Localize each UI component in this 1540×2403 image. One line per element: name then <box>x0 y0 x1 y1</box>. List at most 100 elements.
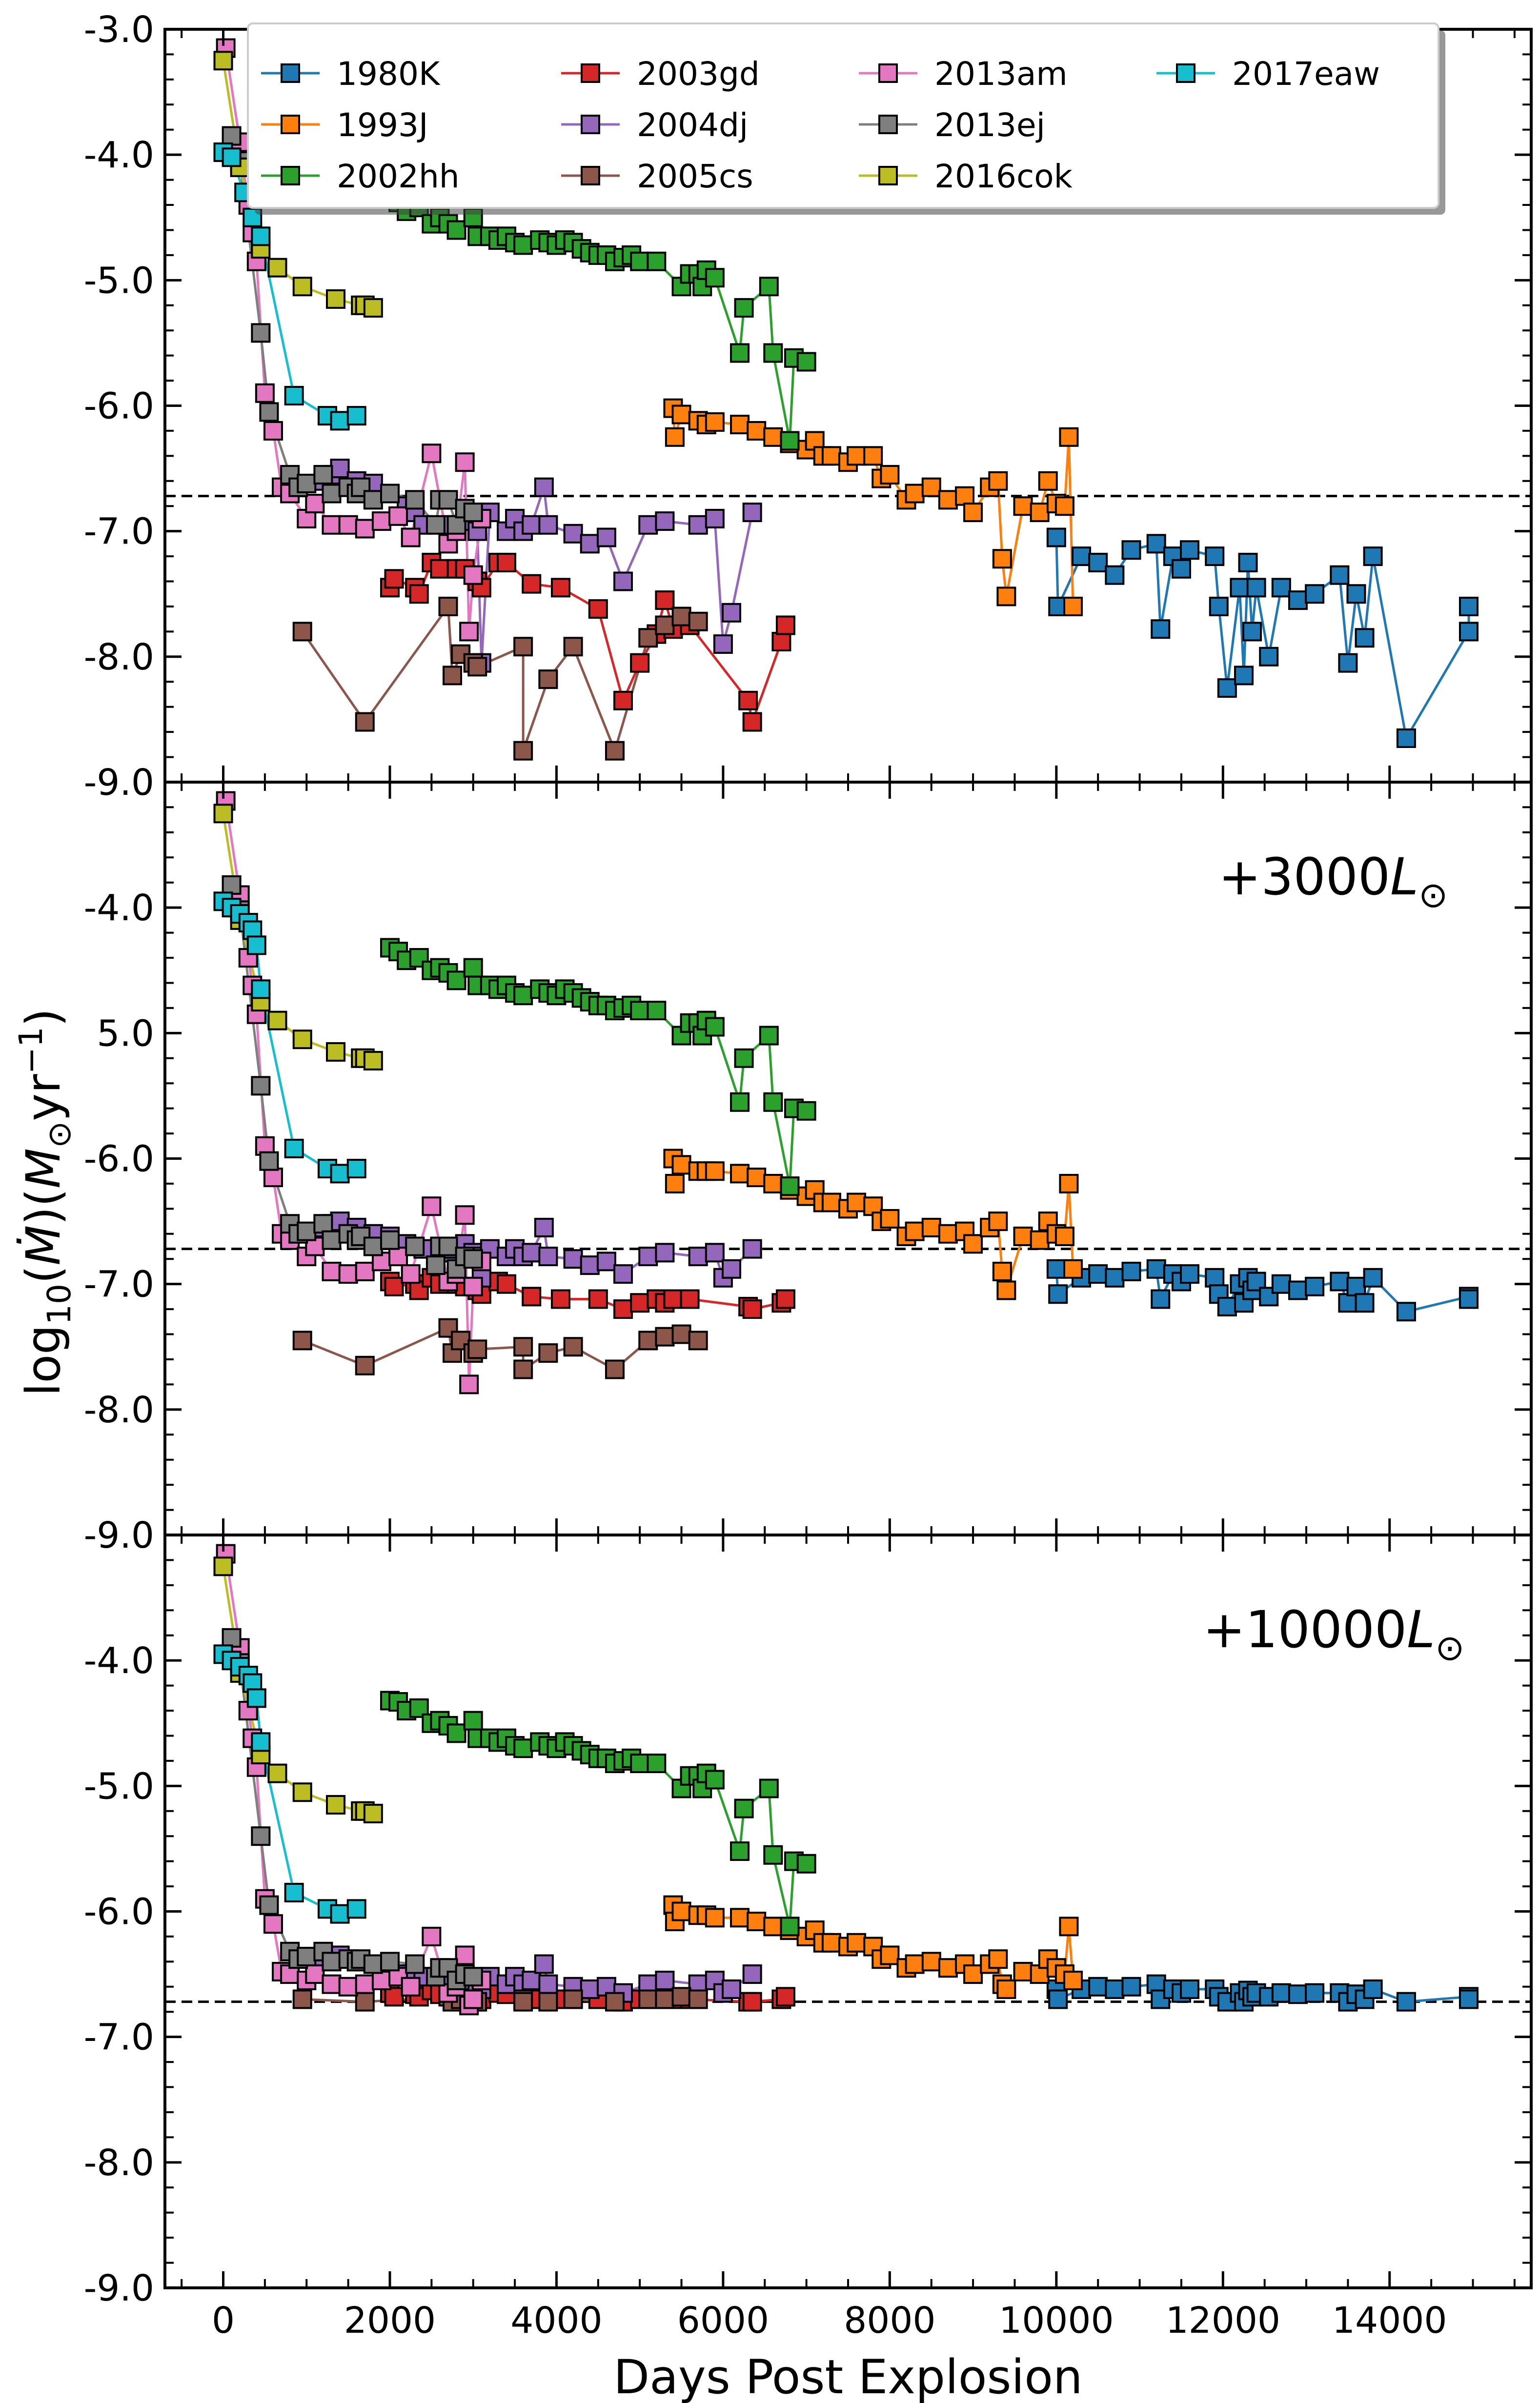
data-point-2013ej <box>463 1967 483 1987</box>
data-point-1980K <box>1171 559 1191 579</box>
data-point-2016cok <box>267 1763 287 1783</box>
data-point-2005cs <box>688 1331 708 1351</box>
series-line-2013am <box>224 1554 483 2009</box>
data-point-2004dj <box>742 1964 762 1984</box>
data-point-2005cs <box>671 606 691 626</box>
data-point-1993J <box>665 427 685 447</box>
data-point-2013am <box>463 1276 483 1296</box>
data-point-1980K <box>1151 1289 1171 1309</box>
data-point-1980K <box>1459 622 1479 642</box>
data-point-2004dj <box>613 1264 633 1284</box>
data-point-1980K <box>1396 728 1416 748</box>
annotation-value: +3000 <box>1218 847 1390 907</box>
data-point-2005cs <box>688 1989 708 2009</box>
data-point-2003gd <box>550 578 570 598</box>
data-point-1980K <box>1346 1276 1366 1296</box>
data-point-2005cs <box>443 666 463 686</box>
data-point-1993J <box>705 412 725 432</box>
data-point-2016cok <box>363 1050 383 1070</box>
data-point-2013ej <box>463 503 483 523</box>
data-point-1980K <box>1205 1268 1225 1288</box>
data-point-2003gd <box>384 569 404 589</box>
data-point-2013ej <box>363 490 383 510</box>
data-point-2005cs <box>355 712 375 732</box>
x-tick-label: 0 <box>212 2300 235 2342</box>
data-point-2003gd <box>742 1992 762 2012</box>
data-point-1993J <box>880 1945 900 1965</box>
data-point-2013am <box>455 1205 475 1225</box>
data-point-2002hh <box>734 1048 754 1068</box>
data-point-2004dj <box>534 1217 554 1237</box>
data-point-2004dj <box>705 1243 725 1263</box>
data-point-2005cs <box>638 1989 658 2009</box>
legend-label-2016cok: 2016cok <box>934 158 1073 195</box>
data-point-2002hh <box>630 1001 650 1021</box>
data-point-1993J <box>1063 596 1083 616</box>
data-point-2013ej <box>322 1230 342 1250</box>
ylabel-m: M <box>16 1148 71 1189</box>
legend-label-2013ej: 2013ej <box>934 106 1045 144</box>
data-point-2005cs <box>671 1324 691 1344</box>
data-point-1980K <box>1234 666 1254 686</box>
data-point-1980K <box>1180 1979 1199 1999</box>
data-point-2013am <box>355 1974 375 1994</box>
data-point-2013ej <box>405 1236 425 1256</box>
data-point-2004dj <box>688 1247 708 1267</box>
data-point-2005cs <box>292 1331 312 1351</box>
x-tick-label: 14000 <box>1332 2300 1447 2342</box>
data-point-1993J <box>747 1912 767 1932</box>
y-tick-label: -3.0 <box>84 9 154 51</box>
data-point-1980K <box>1459 1989 1479 2009</box>
data-point-2004dj <box>742 1239 762 1259</box>
data-point-2002hh <box>446 970 466 990</box>
y-tick-label: -5.0 <box>84 260 154 302</box>
data-point-2002hh <box>647 1754 667 1774</box>
data-point-2013ej <box>251 1076 271 1096</box>
data-point-1993J <box>705 1161 725 1181</box>
data-point-2017eaw <box>246 935 266 955</box>
data-point-1993J <box>955 486 975 506</box>
data-point-1980K <box>1305 1276 1325 1296</box>
data-point-2013am <box>322 515 342 535</box>
data-point-2004dj <box>522 1243 542 1263</box>
data-point-2013ej <box>405 1954 425 1974</box>
data-point-2013am <box>338 515 358 535</box>
data-point-2002hh <box>763 1092 783 1112</box>
data-point-2005cs <box>638 628 658 648</box>
data-point-2013ej <box>438 1236 458 1256</box>
data-point-2003gd <box>613 1299 633 1319</box>
luminosity-annotation: +3000L⊙ <box>1218 847 1448 915</box>
data-point-1980K <box>1459 596 1479 616</box>
data-point-1993J <box>1013 1226 1033 1246</box>
data-point-2004dj <box>713 634 733 654</box>
data-point-2004dj <box>721 603 741 623</box>
data-point-2002hh <box>734 1798 754 1818</box>
data-point-2002hh <box>513 1738 533 1758</box>
y-tick-label: -6.0 <box>84 1891 154 1933</box>
legend-marker-1993J <box>281 115 300 134</box>
data-point-2003gd <box>497 1274 516 1294</box>
data-point-1980K <box>1238 552 1258 572</box>
data-point-2013ej <box>313 1214 333 1234</box>
data-point-1980K <box>1459 1289 1479 1309</box>
data-point-2002hh <box>463 958 483 978</box>
data-point-1993J <box>938 1958 958 1978</box>
data-point-2003gd <box>613 690 633 710</box>
legend-label-2005cs: 2005cs <box>637 158 753 195</box>
data-point-1980K <box>1151 619 1171 639</box>
data-point-1993J <box>992 549 1012 569</box>
x-tick-label: 8000 <box>844 2300 935 2342</box>
x-tick-label: 6000 <box>677 2300 769 2342</box>
data-point-1980K <box>1180 1264 1199 1284</box>
data-point-1980K <box>1088 1977 1108 1997</box>
data-point-2013ej <box>251 1826 271 1846</box>
data-point-2005cs <box>538 1992 558 2012</box>
x-tick-label: 10000 <box>999 2300 1114 2342</box>
data-point-2013am <box>322 1974 342 1994</box>
data-point-2013am <box>459 1374 479 1394</box>
legend-label-2003gd: 2003gd <box>637 55 760 93</box>
data-point-2017eaw <box>346 1159 366 1179</box>
data-point-2013ej <box>259 1151 279 1171</box>
data-point-2017eaw <box>251 1732 271 1752</box>
data-point-1980K <box>1230 578 1250 598</box>
